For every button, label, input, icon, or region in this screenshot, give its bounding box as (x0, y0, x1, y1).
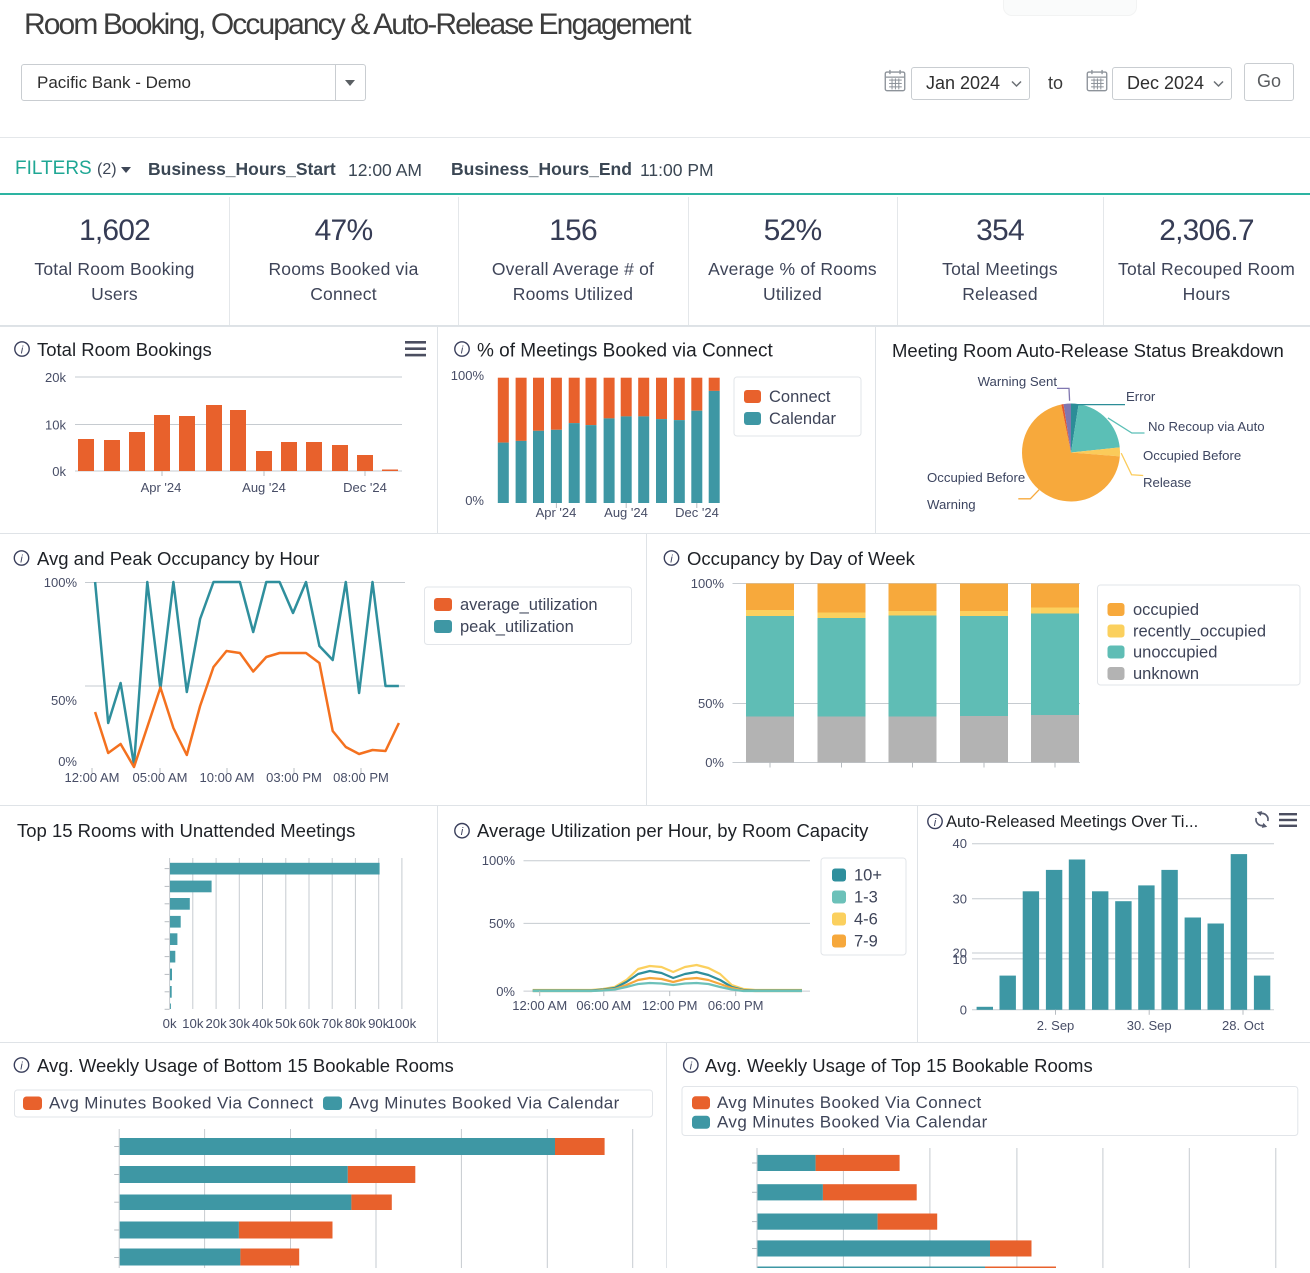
svg-text:Avg and Peak Occupancy by Hour: Avg and Peak Occupancy by Hour (37, 548, 319, 569)
svg-text:50k: 50k (275, 1016, 297, 1031)
svg-text:Average Utilization per Hour,: Average Utilization per Hour, by Room Ca… (477, 820, 869, 841)
svg-text:unoccupied: unoccupied (1133, 644, 1217, 662)
svg-text:100%: 100% (451, 368, 485, 383)
svg-text:Total Room Bookings: Total Room Bookings (37, 339, 212, 360)
svg-text:Meeting Room Auto-Release Stat: Meeting Room Auto-Release Status Breakdo… (892, 340, 1284, 361)
svg-text:0%: 0% (58, 754, 77, 769)
svg-text:Aug '24: Aug '24 (604, 505, 648, 520)
svg-text:i: i (20, 1061, 23, 1073)
svg-text:Occupied Before: Occupied Before (927, 470, 1025, 485)
svg-text:i: i (690, 1061, 693, 1073)
svg-text:Avg Minutes Booked Via Connect: Avg Minutes Booked Via Connect (717, 1093, 982, 1112)
svg-text:100k: 100k (388, 1016, 417, 1031)
svg-text:12:00 AM: 12:00 AM (512, 998, 567, 1013)
svg-text:50%: 50% (698, 696, 724, 711)
svg-text:30k: 30k (229, 1016, 251, 1031)
svg-text:10k: 10k (182, 1016, 204, 1031)
svg-text:Avg Minutes Booked Via Calenda: Avg Minutes Booked Via Calendar (717, 1113, 988, 1132)
svg-text:100%: 100% (691, 576, 725, 591)
svg-text:90k: 90k (368, 1016, 390, 1031)
svg-text:% of Meetings Booked via Conne: % of Meetings Booked via Connect (477, 341, 773, 362)
svg-text:100%: 100% (482, 853, 516, 868)
svg-text:28. Oct: 28. Oct (1222, 1018, 1264, 1033)
svg-text:Connect: Connect (769, 388, 831, 406)
svg-text:Avg Minutes Booked Via Calenda: Avg Minutes Booked Via Calendar (349, 1094, 620, 1113)
svg-text:7-9: 7-9 (854, 933, 878, 951)
svg-text:50%: 50% (51, 693, 77, 708)
svg-text:12:00 AM: 12:00 AM (65, 770, 120, 785)
svg-text:0: 0 (960, 1002, 967, 1017)
svg-text:2. Sep: 2. Sep (1037, 1018, 1075, 1033)
svg-text:4-6: 4-6 (854, 911, 878, 929)
svg-text:30: 30 (953, 891, 967, 906)
svg-text:Occupancy by Day of Week: Occupancy by Day of Week (687, 548, 916, 569)
svg-text:average_utilization: average_utilization (460, 596, 598, 614)
svg-text:40: 40 (953, 836, 967, 851)
svg-text:10k: 10k (45, 418, 66, 433)
svg-text:08:00 PM: 08:00 PM (333, 770, 389, 785)
svg-text:100%: 100% (44, 575, 78, 590)
svg-text:05:00 AM: 05:00 AM (133, 770, 188, 785)
svg-text:Warning: Warning (927, 497, 976, 512)
svg-text:80k: 80k (345, 1016, 367, 1031)
svg-text:0k: 0k (163, 1016, 177, 1031)
svg-text:0%: 0% (705, 755, 724, 770)
svg-text:Apr '24: Apr '24 (536, 505, 577, 520)
svg-text:Avg Minutes Booked Via Connect: Avg Minutes Booked Via Connect (49, 1094, 314, 1113)
svg-text:20k: 20k (205, 1016, 227, 1031)
svg-text:i: i (670, 554, 673, 566)
svg-text:10:00 AM: 10:00 AM (200, 770, 255, 785)
svg-text:50%: 50% (489, 916, 515, 931)
svg-text:occupied: occupied (1133, 601, 1199, 619)
svg-text:03:00 PM: 03:00 PM (266, 770, 322, 785)
svg-text:0k: 0k (52, 464, 66, 479)
svg-text:06:00 PM: 06:00 PM (708, 998, 764, 1013)
svg-text:10: 10 (953, 952, 967, 967)
svg-text:Release: Release (1143, 475, 1191, 490)
svg-text:recently_occupied: recently_occupied (1133, 623, 1266, 641)
svg-text:10+: 10+ (854, 867, 882, 885)
svg-text:i: i (934, 817, 937, 829)
svg-text:0%: 0% (465, 493, 484, 508)
svg-text:Top 15 Rooms with Unattended M: Top 15 Rooms with Unattended Meetings (17, 820, 355, 841)
svg-text:20k: 20k (45, 370, 66, 385)
svg-text:i: i (461, 826, 464, 838)
svg-text:Apr '24: Apr '24 (141, 480, 182, 495)
svg-text:06:00 AM: 06:00 AM (576, 998, 631, 1013)
svg-text:Dec '24: Dec '24 (343, 480, 387, 495)
svg-text:60k: 60k (298, 1016, 320, 1031)
svg-text:peak_utilization: peak_utilization (460, 618, 574, 636)
svg-text:Dec '24: Dec '24 (675, 505, 719, 520)
svg-text:Calendar: Calendar (769, 410, 836, 428)
svg-text:i: i (21, 345, 24, 357)
svg-text:70k: 70k (322, 1016, 344, 1031)
svg-text:Warning Sent: Warning Sent (978, 374, 1058, 389)
svg-text:Error: Error (1126, 389, 1156, 404)
svg-text:20: 20 (953, 946, 967, 961)
svg-text:Aug '24: Aug '24 (242, 480, 286, 495)
svg-text:i: i (461, 345, 464, 357)
svg-text:i: i (20, 554, 23, 566)
svg-text:Occupied Before: Occupied Before (1143, 448, 1241, 463)
svg-text:12:00 PM: 12:00 PM (642, 998, 698, 1013)
svg-text:0%: 0% (496, 984, 515, 999)
svg-text:Avg. Weekly Usage of Bottom 15: Avg. Weekly Usage of Bottom 15 Bookable … (37, 1055, 454, 1076)
svg-text:30. Sep: 30. Sep (1127, 1018, 1172, 1033)
svg-text:Avg. Weekly Usage of Top 15 Bo: Avg. Weekly Usage of Top 15 Bookable Roo… (705, 1055, 1093, 1076)
svg-text:No Recoup via Auto: No Recoup via Auto (1148, 419, 1265, 434)
svg-text:unknown: unknown (1133, 665, 1199, 683)
svg-text:Auto-Released Meetings Over Ti: Auto-Released Meetings Over Ti... (946, 813, 1198, 831)
svg-text:1-3: 1-3 (854, 889, 878, 907)
svg-text:40k: 40k (252, 1016, 274, 1031)
